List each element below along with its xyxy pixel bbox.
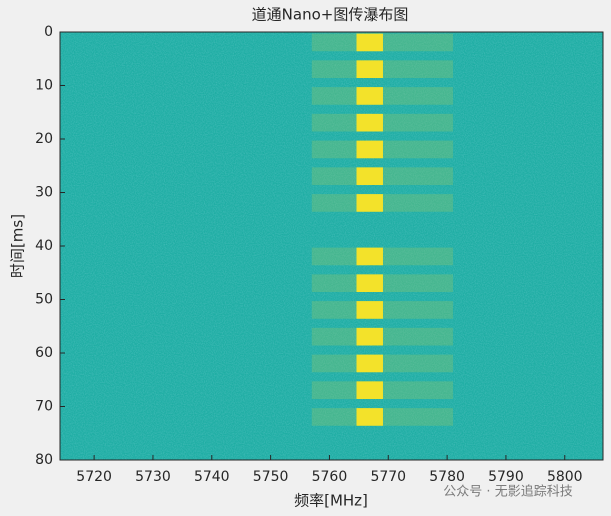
burst — [356, 194, 383, 212]
chart-title: 道通Nano+图传瀑布图 — [252, 6, 409, 24]
burst — [356, 301, 383, 319]
burst — [356, 140, 383, 159]
x-tick-label: 5800 — [547, 469, 583, 485]
x-axis-label: 频率[MHz] — [294, 492, 368, 510]
burst — [356, 33, 383, 52]
y-tick-label: 10 — [35, 78, 53, 94]
burst — [356, 408, 383, 426]
x-tick-label: 5740 — [194, 469, 230, 485]
burst — [356, 113, 383, 132]
watermark: 公众号 · 无影追踪科技 — [443, 484, 572, 500]
burst — [356, 327, 383, 346]
burst — [356, 167, 383, 186]
x-tick-label: 5750 — [253, 469, 289, 485]
burst — [356, 381, 383, 400]
burst — [356, 87, 383, 105]
burst — [356, 354, 383, 373]
y-tick-label: 20 — [35, 131, 53, 147]
x-tick-label: 5780 — [429, 469, 465, 485]
y-tick-label: 50 — [35, 292, 53, 308]
y-tick-label: 0 — [44, 24, 53, 40]
y-tick-label: 80 — [35, 452, 53, 468]
y-axis-label: 时间[ms] — [9, 214, 27, 278]
x-tick-label: 5770 — [370, 469, 406, 485]
burst — [356, 60, 383, 79]
burst — [356, 274, 383, 293]
y-tick-label: 60 — [35, 345, 53, 361]
noise — [60, 32, 603, 460]
burst — [356, 247, 383, 266]
x-tick-label: 5720 — [76, 469, 112, 485]
y-tick-label: 40 — [35, 238, 53, 254]
x-tick-label: 5760 — [312, 469, 348, 485]
x-tick-label: 5790 — [488, 469, 524, 485]
y-tick-label: 70 — [35, 399, 53, 415]
y-tick-label: 30 — [35, 185, 53, 201]
x-tick-label: 5730 — [135, 469, 171, 485]
